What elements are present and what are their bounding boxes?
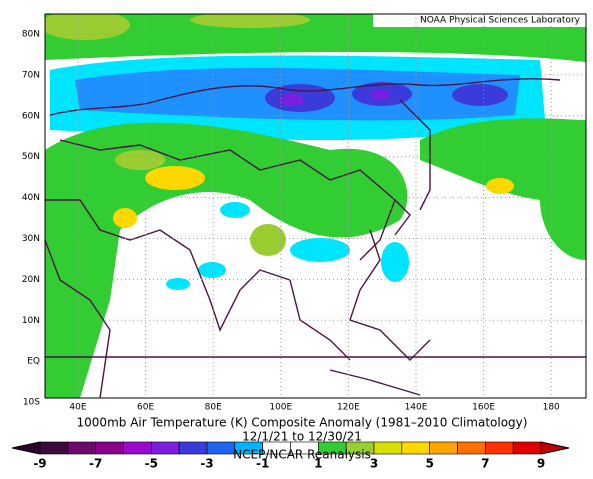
colorbar-segment xyxy=(512,441,542,455)
lat-label: 50N xyxy=(22,152,40,162)
lat-label: 80N xyxy=(22,30,40,40)
colorbar-high-arrow xyxy=(540,441,570,455)
lon-label: 180 xyxy=(543,403,560,413)
lon-label: 120E xyxy=(337,403,360,413)
lon-label: 60E xyxy=(137,403,154,413)
lab-label: NOAA Physical Sciences Laboratory xyxy=(420,16,581,26)
colorbar-segment xyxy=(429,441,458,455)
dataset-label: NCEP/NCAR Reanalysis xyxy=(233,448,371,462)
lon-label: 100E xyxy=(269,403,292,413)
colorbar-label: -7 xyxy=(89,457,102,471)
lon-label: 160E xyxy=(472,403,495,413)
colorbar-label: 7 xyxy=(481,457,489,471)
colorbar-label: -5 xyxy=(145,457,158,471)
colorbar-segment xyxy=(151,441,180,455)
colorbar-label: -9 xyxy=(33,457,46,471)
lat-label: 40N xyxy=(22,193,40,203)
colorbar-label: 9 xyxy=(537,457,545,471)
colorbar-label: 1 xyxy=(314,457,322,471)
anomaly-field xyxy=(45,14,586,398)
colorbar-label: 5 xyxy=(425,457,433,471)
colorbar-segment xyxy=(123,441,152,455)
lon-label: 80E xyxy=(205,403,222,413)
colorbar-low-arrow xyxy=(11,441,41,455)
lon-label: 40E xyxy=(69,403,86,413)
colorbar-segment xyxy=(401,441,430,455)
lat-label: EQ xyxy=(27,357,40,367)
date-range: 12/1/21 to 12/30/21 xyxy=(242,430,362,444)
colorbar-label: -3 xyxy=(200,457,213,471)
lat-label: 70N xyxy=(22,70,40,80)
colorbar-label: 3 xyxy=(370,457,378,471)
map-frame xyxy=(44,13,587,399)
lat-label: 60N xyxy=(22,111,40,121)
colorbar-segment xyxy=(95,441,124,455)
colorbar-segment xyxy=(39,441,69,455)
lat-label: 10S xyxy=(23,398,40,408)
colorbar-segment xyxy=(178,441,208,455)
lon-label: 140E xyxy=(405,403,428,413)
colorbar-segment xyxy=(485,441,514,455)
lat-label: 10N xyxy=(22,316,40,326)
lat-label: 30N xyxy=(22,234,40,244)
lat-label: 20N xyxy=(22,275,40,285)
colorbar-label: -1 xyxy=(256,457,269,471)
colorbar-segment xyxy=(373,441,403,455)
title: 1000mb Air Temperature (K) Composite Ano… xyxy=(77,416,528,430)
colorbar-segment xyxy=(457,441,486,455)
colorbar-segment xyxy=(206,441,236,455)
colorbar-segment xyxy=(67,441,96,455)
